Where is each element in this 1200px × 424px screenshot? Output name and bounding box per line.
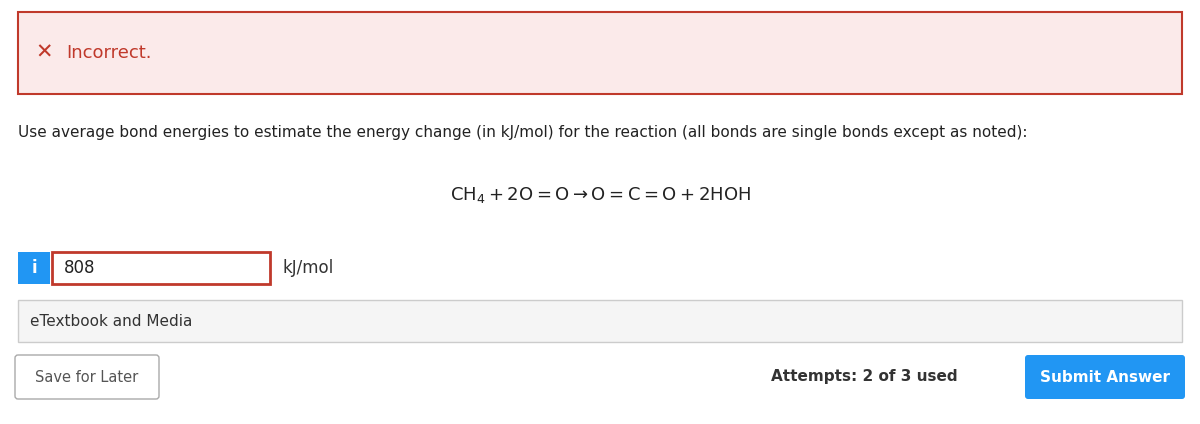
FancyBboxPatch shape: [14, 355, 158, 399]
Bar: [52, 252, 270, 284]
Text: ✕: ✕: [35, 43, 53, 63]
Text: kJ/mol: kJ/mol: [282, 259, 334, 277]
Text: i: i: [31, 259, 37, 277]
Text: eTextbook and Media: eTextbook and Media: [30, 313, 192, 329]
Text: Attempts: 2 of 3 used: Attempts: 2 of 3 used: [772, 369, 958, 385]
FancyBboxPatch shape: [1025, 355, 1186, 399]
Text: 808: 808: [64, 259, 96, 277]
Text: Submit Answer: Submit Answer: [1040, 369, 1170, 385]
Text: Incorrect.: Incorrect.: [66, 44, 151, 62]
Bar: [18, 12, 1182, 94]
Text: Use average bond energies to estimate the energy change (in kJ/mol) for the reac: Use average bond energies to estimate th…: [18, 126, 1027, 140]
Text: Save for Later: Save for Later: [35, 369, 139, 385]
Bar: [18, 252, 50, 284]
Bar: [18, 300, 1182, 342]
Text: $\mathregular{CH_4+2O{=}O}$$\mathregular{\rightarrow}$$\mathregular{O{=}C{=}O+2H: $\mathregular{CH_4+2O{=}O}$$\mathregular…: [450, 185, 750, 205]
